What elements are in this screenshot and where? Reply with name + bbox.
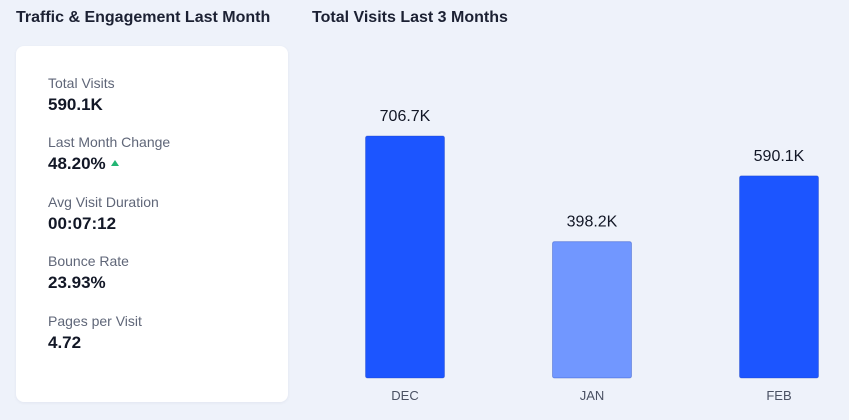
stat-value-row: 48.20% [48,154,170,174]
category-label: DEC [391,388,418,403]
engagement-stats-card: Total Visits 590.1K Last Month Change 48… [16,46,288,402]
stat-value: 4.72 [48,333,82,352]
stat-label: Last Month Change [48,134,171,150]
traffic-engagement-heading: Traffic & Engagement Last Month [16,9,271,26]
stat-value: 590.1K [48,95,103,114]
total-visits-heading: Total Visits Last 3 Months [312,9,508,26]
bar-jan [552,241,632,379]
stat-pages-per-visit: Pages per Visit 4.72 [48,313,142,353]
trend-up-icon [110,160,119,166]
category-label: FEB [766,388,791,403]
stat-total-visits: Total Visits 590.1K [48,75,115,115]
bar-value-label: 398.2K [567,214,618,231]
stat-label: Pages per Visit [48,313,142,329]
bar-value-label: 706.7K [380,108,431,125]
stat-value: 23.93% [48,273,106,292]
bar-value-label: 590.1K [754,148,805,165]
stat-value: 00:07:12 [48,214,117,233]
bar-feb [739,175,819,379]
stat-bounce-rate: Bounce Rate 23.93% [48,253,129,293]
stat-label: Bounce Rate [48,253,129,269]
stat-label: Total Visits [48,75,115,91]
stat-last-month-change: Last Month Change 48.20% [48,134,170,174]
category-label: JAN [580,388,605,403]
stat-avg-visit-duration: Avg Visit Duration 00:07:12 [48,194,159,234]
bar-dec [365,135,445,379]
stat-label: Avg Visit Duration [48,194,159,210]
stat-value: 48.20% [48,154,106,173]
total-visits-bar-chart: 706.7K DEC 398.2K JAN 590.1K FEB [365,108,819,403]
